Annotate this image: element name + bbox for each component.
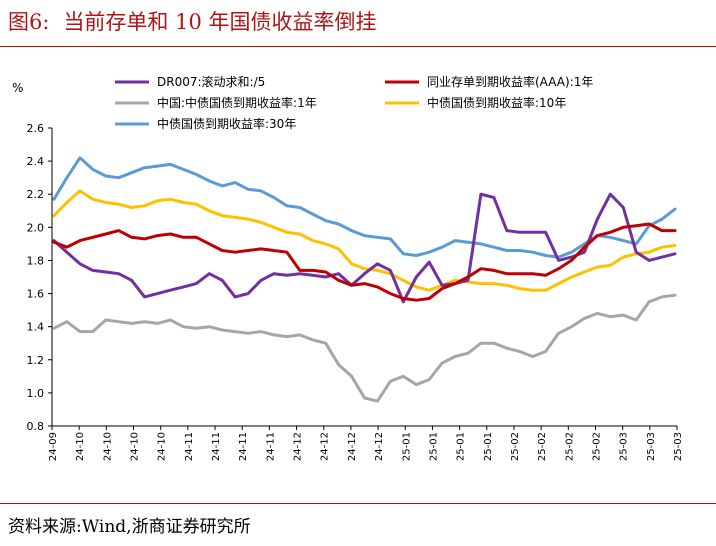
legend-label-1: 同业存单到期收益率(AAA):1年 (427, 74, 593, 89)
y-tick-label: 2.4 (27, 155, 45, 168)
x-tick-label: 25-03 (673, 432, 684, 461)
x-tick-label: 24-10 (75, 432, 86, 461)
x-tick-label: 24-12 (374, 432, 385, 461)
figure-label: 图6: (8, 10, 50, 34)
x-tick-label: 24-09 (48, 432, 59, 461)
x-tick-label: 25-03 (619, 432, 630, 461)
legend-label-4: 中债国债到期收益率:30年 (157, 116, 296, 131)
legend-label-0: DR007:滚动求和:/5 (157, 74, 265, 89)
x-tick-label: 25-02 (564, 432, 575, 461)
series-line-1 (52, 222, 677, 302)
x-tick-label: 25-01 (456, 432, 467, 461)
x-tick-label: 24-11 (265, 432, 276, 461)
y-tick-label: 0.8 (27, 420, 45, 433)
y-tick-label: 1.4 (27, 321, 45, 334)
figure-title: 图6: 当前存单和 10 年国债收益率倒挂 (8, 6, 377, 36)
x-tick-label: 24-12 (347, 432, 358, 461)
y-tick-label: 1.2 (27, 354, 45, 367)
legend-label-3: 中债国债到期收益率:10年 (427, 95, 566, 110)
x-tick-label: 25-02 (537, 432, 548, 461)
title-divider (0, 46, 716, 47)
x-tick-label: 25-01 (428, 432, 439, 461)
series-line-3 (52, 189, 677, 292)
y-unit-label: % (12, 81, 23, 95)
series-line-0 (52, 192, 677, 304)
y-tick-label: 1.6 (27, 288, 45, 301)
x-tick-label: 25-02 (591, 432, 602, 461)
series-line-4 (52, 156, 677, 259)
x-tick-label: 25-01 (401, 432, 412, 461)
x-tick-label: 24-11 (184, 432, 195, 461)
x-tick-label: 24-10 (130, 432, 141, 461)
y-tick-label: 1.8 (27, 254, 45, 267)
series-line-2 (52, 293, 677, 403)
x-tick-label: 25-03 (646, 432, 657, 461)
chart-axes: % 0.8 1.0 1.2 1.4 1.6 1.8 2.0 2.2 2.4 2.6 24-09 24-1… (12, 81, 684, 461)
x-tick-label: 24-11 (211, 432, 222, 461)
x-tick-label: 25-01 (483, 432, 494, 461)
y-tick-label: 2.0 (27, 221, 45, 234)
legend-label-2: 中国:中债国债到期收益率:1年 (157, 95, 317, 110)
x-tick-label: 24-10 (102, 432, 113, 461)
y-tick-label: 1.0 (27, 387, 45, 400)
chart-legend: DR007:滚动求和:/5 同业存单到期收益率(AAA):1年中国:中债国债到期收… (115, 74, 593, 131)
x-tick-label: 24-12 (320, 432, 331, 461)
source-note: 资料来源:Wind,浙商证券研究所 (8, 517, 251, 537)
footer-divider (0, 503, 716, 504)
x-tick-label: 25-02 (510, 432, 521, 461)
y-tick-label: 2.6 (27, 122, 45, 135)
x-tick-label: 24-11 (238, 432, 249, 461)
series-lines (52, 156, 677, 403)
x-tick-label: 24-12 (293, 432, 304, 461)
x-tick-label: 24-10 (157, 432, 168, 461)
y-tick-label: 2.2 (27, 188, 45, 201)
figure-title-text: 当前存单和 10 年国债收益率倒挂 (63, 10, 377, 34)
